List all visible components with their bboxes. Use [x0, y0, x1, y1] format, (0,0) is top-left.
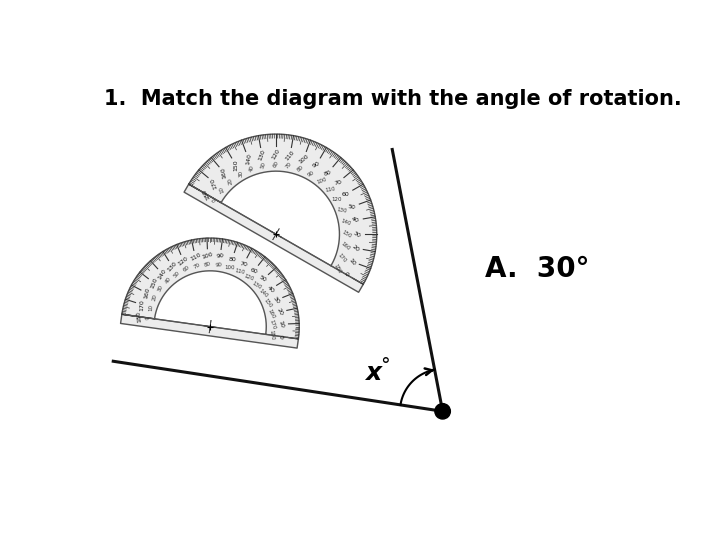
Text: 150: 150: [341, 230, 352, 239]
Text: 140: 140: [340, 218, 351, 226]
Text: 160: 160: [340, 241, 351, 252]
Text: 20: 20: [276, 307, 284, 316]
Text: 50: 50: [348, 204, 356, 210]
Text: 90: 90: [312, 161, 321, 169]
Text: 140: 140: [258, 288, 269, 299]
Text: 60: 60: [342, 192, 350, 197]
Text: 130: 130: [251, 280, 262, 290]
Text: 90: 90: [216, 253, 225, 260]
Text: 20: 20: [351, 244, 360, 253]
Text: 120: 120: [243, 273, 254, 282]
Text: x: x: [365, 361, 381, 385]
Text: 110: 110: [189, 252, 202, 262]
Text: 170: 170: [269, 319, 276, 330]
Text: 40: 40: [164, 276, 172, 285]
Text: 40: 40: [249, 165, 255, 172]
Text: 180: 180: [269, 330, 275, 341]
Text: 110: 110: [325, 186, 336, 193]
Text: 110: 110: [284, 149, 296, 161]
Text: 170: 170: [140, 299, 145, 310]
Text: °: °: [380, 356, 390, 375]
Text: 40: 40: [351, 217, 360, 224]
Text: 180: 180: [136, 310, 143, 323]
Text: 170: 170: [210, 177, 219, 189]
Text: 160: 160: [143, 287, 150, 300]
Text: 130: 130: [166, 260, 178, 273]
Text: 150: 150: [150, 276, 158, 289]
Text: 30: 30: [272, 295, 281, 305]
Polygon shape: [120, 238, 300, 348]
Text: 10: 10: [278, 320, 285, 328]
Text: 170: 170: [337, 253, 348, 264]
Text: 130: 130: [258, 149, 266, 161]
Text: 20: 20: [228, 177, 234, 184]
Text: 70: 70: [333, 180, 342, 186]
Text: 60: 60: [182, 265, 191, 273]
Text: 180: 180: [201, 188, 211, 200]
Text: 80: 80: [204, 261, 212, 268]
Text: 20: 20: [152, 294, 158, 301]
Text: 0: 0: [278, 334, 284, 339]
Text: 110: 110: [234, 268, 245, 275]
Text: 50: 50: [258, 275, 268, 284]
Text: 50: 50: [260, 161, 267, 170]
Text: 90: 90: [215, 262, 222, 268]
Text: 10: 10: [218, 185, 225, 193]
Text: 30: 30: [158, 284, 165, 293]
Text: 140: 140: [245, 153, 252, 165]
Text: 100: 100: [297, 153, 310, 165]
Text: 120: 120: [271, 148, 281, 160]
Text: 40: 40: [266, 285, 275, 294]
Text: 80: 80: [228, 256, 236, 262]
Text: 70: 70: [284, 161, 292, 170]
Text: 70: 70: [193, 262, 202, 270]
Text: 180: 180: [333, 264, 342, 275]
Text: 60: 60: [272, 160, 280, 168]
Circle shape: [435, 403, 451, 419]
Text: 0: 0: [343, 271, 349, 277]
Polygon shape: [184, 134, 377, 292]
Text: 100: 100: [315, 177, 327, 185]
Text: 80: 80: [296, 164, 305, 172]
Text: 160: 160: [221, 167, 228, 179]
Text: 130: 130: [337, 207, 348, 214]
Text: A.  30°: A. 30°: [485, 255, 590, 283]
Text: 120: 120: [177, 255, 189, 267]
Text: 30: 30: [238, 170, 243, 177]
Text: 150: 150: [233, 159, 238, 171]
Text: 1.  Match the diagram with the angle of rotation.: 1. Match the diagram with the angle of r…: [104, 90, 682, 110]
Text: 100: 100: [224, 265, 235, 271]
Text: 70: 70: [239, 261, 248, 267]
Text: 10: 10: [148, 304, 153, 311]
Text: 30: 30: [352, 230, 361, 238]
Text: 150: 150: [263, 298, 273, 309]
Text: 60: 60: [250, 267, 258, 274]
Text: 120: 120: [332, 197, 342, 201]
Text: 140: 140: [157, 268, 168, 280]
Text: 90: 90: [307, 170, 315, 178]
Text: 160: 160: [266, 308, 276, 320]
Text: 0: 0: [145, 316, 151, 320]
Text: 10: 10: [347, 257, 356, 266]
Text: 80: 80: [323, 169, 333, 177]
Text: 100: 100: [202, 252, 214, 260]
Text: 50: 50: [173, 270, 181, 278]
Text: 0: 0: [212, 197, 218, 202]
